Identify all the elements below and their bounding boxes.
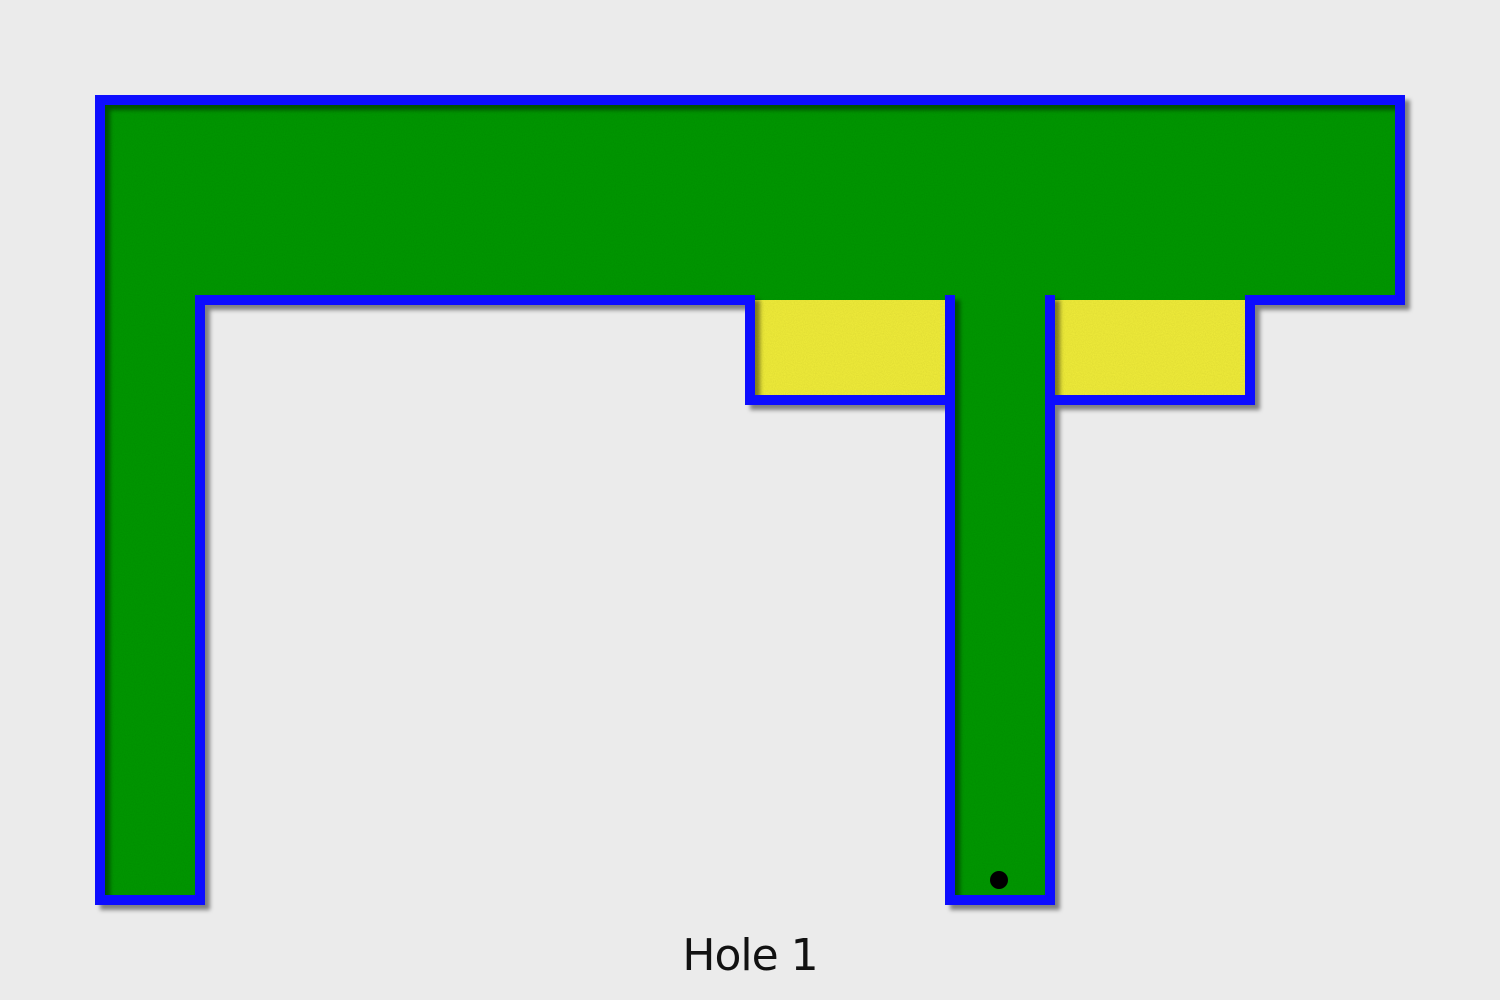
fairway-green (100, 100, 1400, 900)
hole-title: Hole 1 (682, 930, 818, 981)
sand-trap-left (750, 300, 950, 400)
golf-ball[interactable] (990, 871, 1008, 889)
outer-wall (95, 95, 1405, 905)
sand-trap-right (1050, 300, 1250, 400)
course-walls (95, 95, 1405, 905)
